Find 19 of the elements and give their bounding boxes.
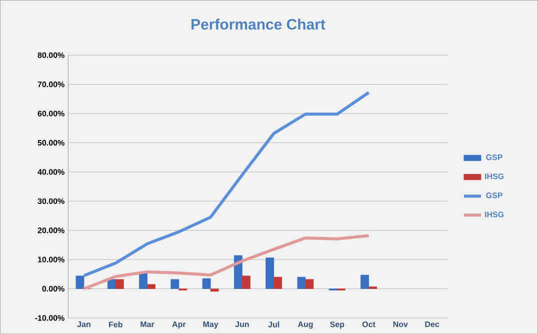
bar (210, 288, 219, 292)
bar (305, 279, 314, 289)
bar (274, 276, 282, 289)
bar (242, 276, 250, 289)
bar (147, 284, 156, 289)
bar (297, 276, 306, 289)
line-series (82, 90, 370, 278)
bar (266, 258, 274, 289)
bar (107, 279, 116, 289)
bar (170, 279, 180, 289)
bar (360, 274, 369, 289)
chart-title: Performance Chart (192, 18, 326, 30)
bar (202, 278, 211, 289)
bar (115, 279, 124, 289)
bar (234, 255, 242, 289)
bar (76, 276, 84, 289)
line-series (82, 234, 370, 290)
bar (368, 286, 377, 289)
bar (139, 272, 148, 289)
